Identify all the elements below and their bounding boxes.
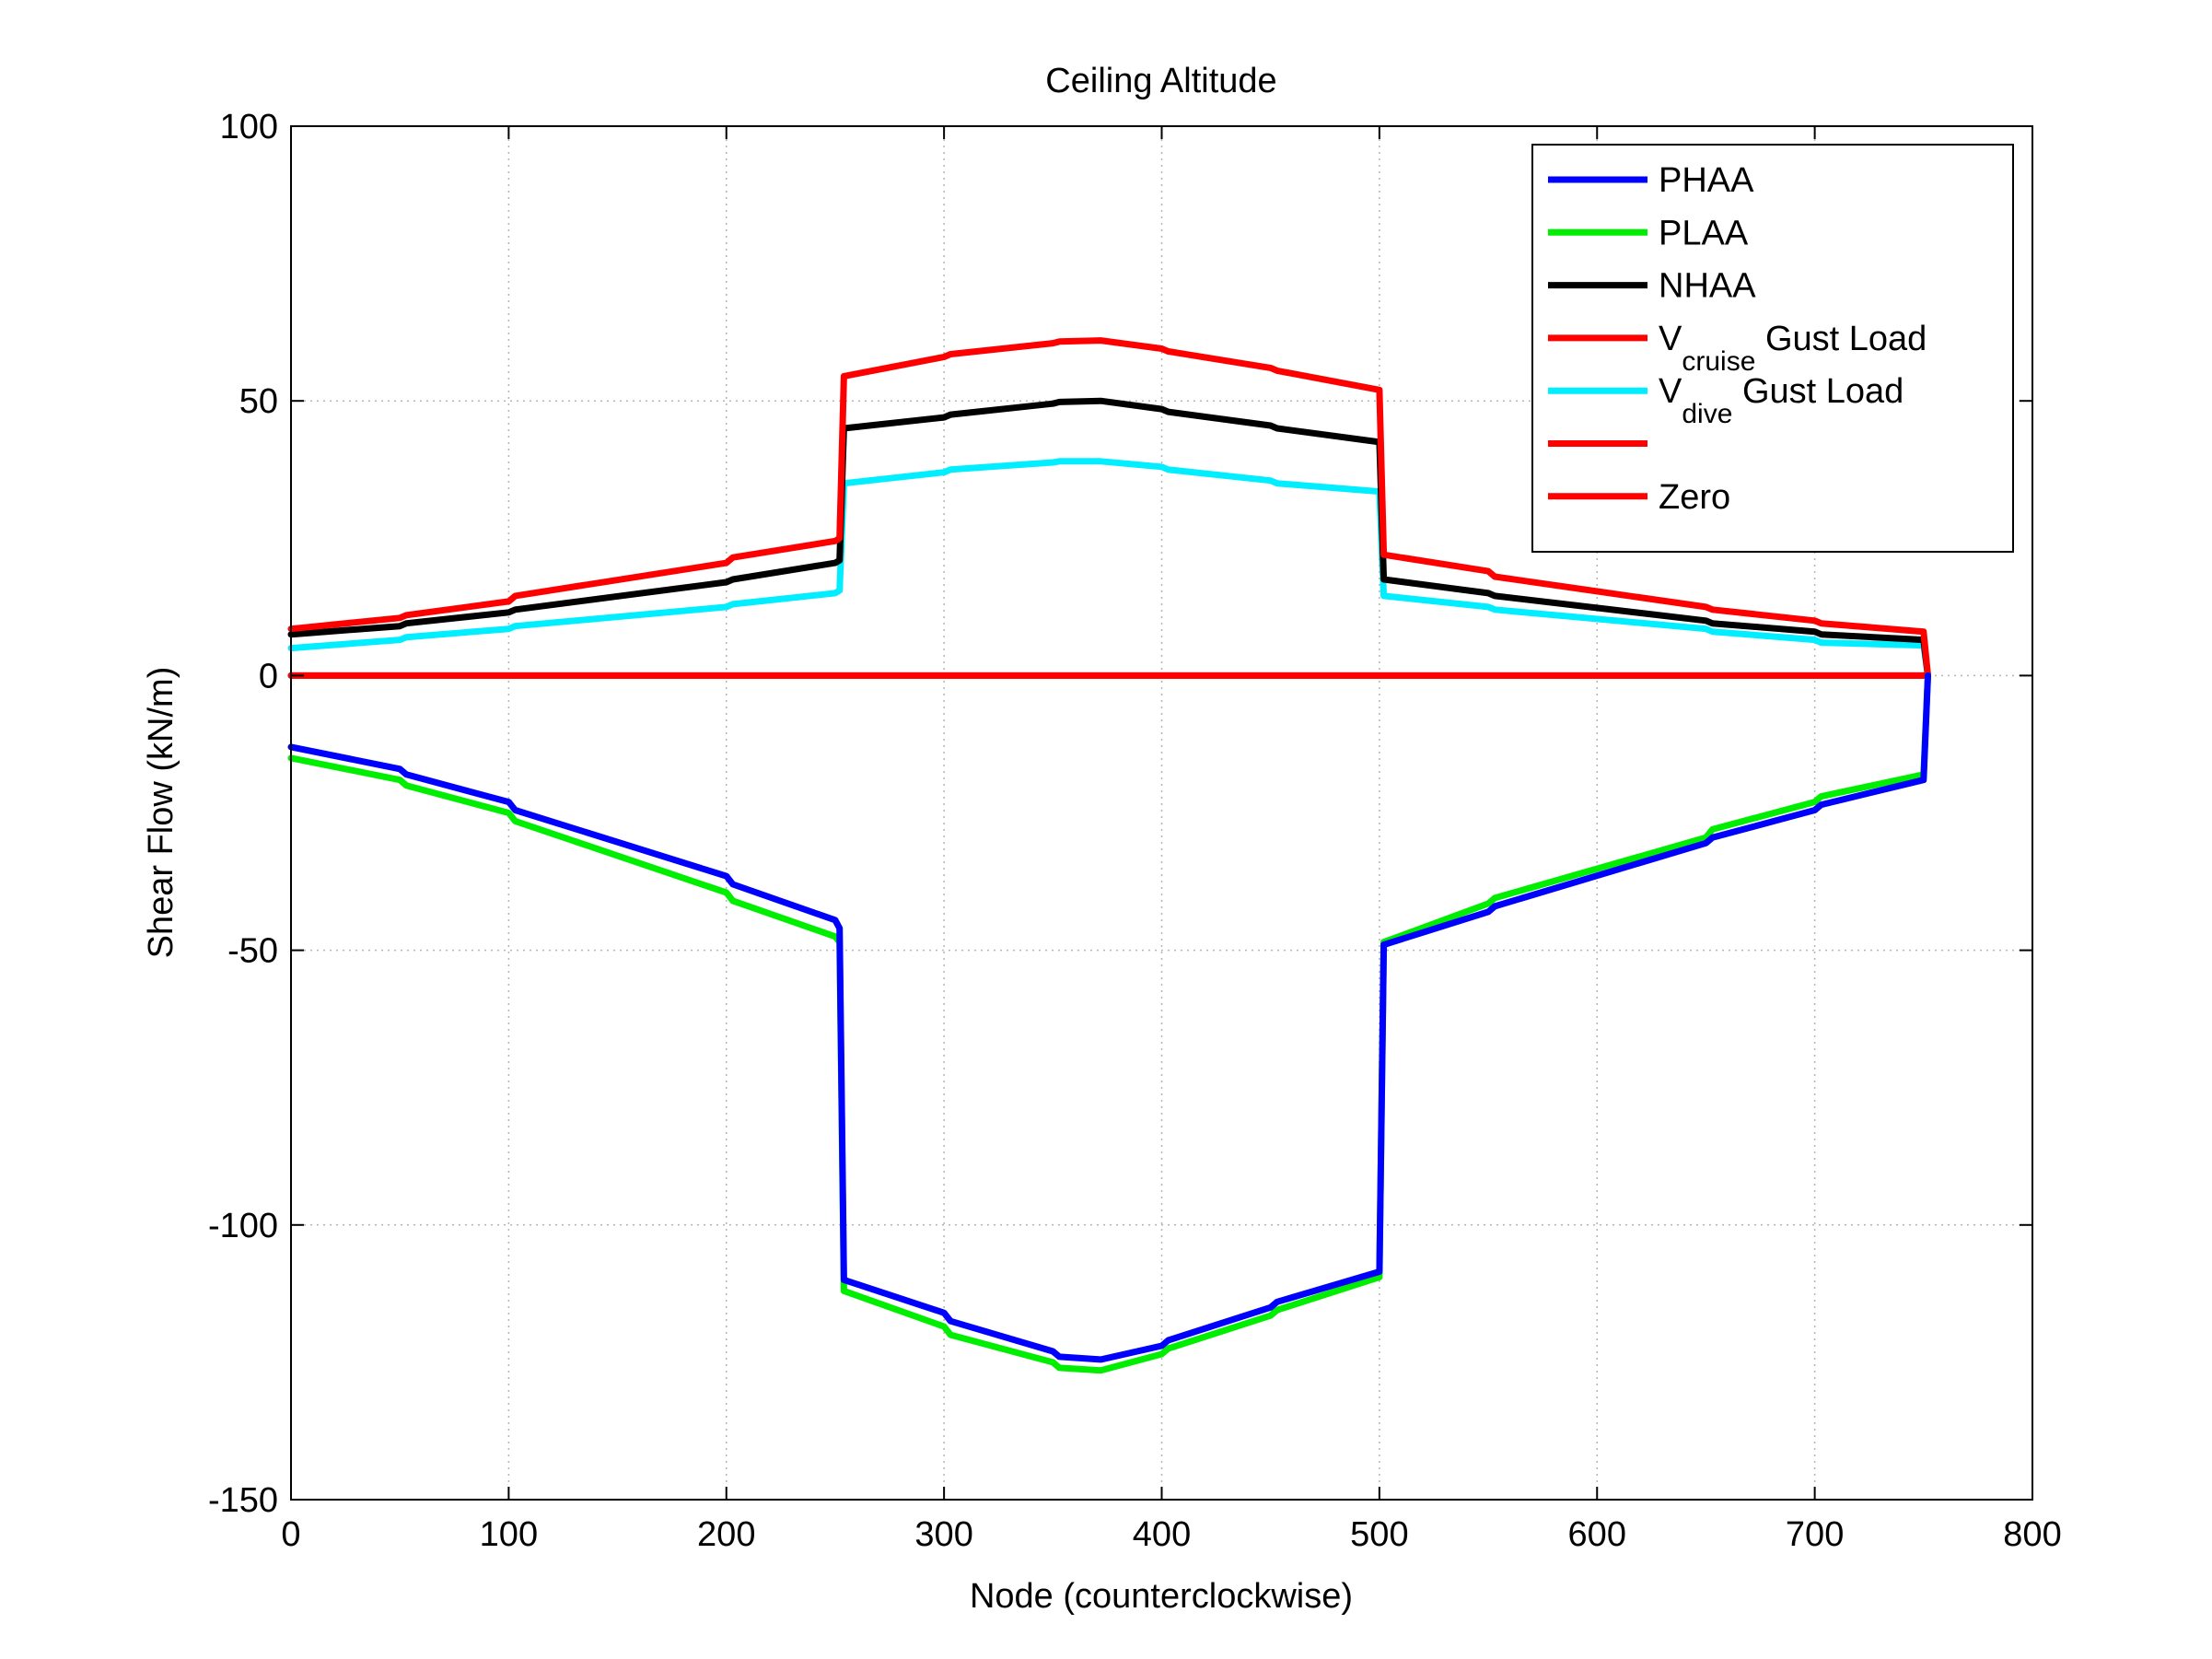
y-tick-label: 0 — [259, 657, 278, 695]
legend-label-main: V — [1659, 372, 1682, 411]
series-line-0 — [287, 672, 1931, 1363]
ticks — [290, 125, 2033, 1501]
legend-label-sub: dive — [1682, 399, 1732, 429]
series-line-2 — [287, 397, 1931, 679]
legend-label-main: Zero — [1659, 478, 1730, 517]
series-line-3 — [287, 337, 1931, 679]
legend-label: PLAA — [1659, 214, 1749, 252]
legend-label: PHAA — [1659, 161, 1754, 200]
legend-label-main: V — [1659, 320, 1682, 358]
legend-label-main: PLAA — [1659, 214, 1749, 252]
x-tick-label: 400 — [1133, 1515, 1191, 1554]
legend-label: Zero — [1659, 478, 1730, 517]
legend-label: Vdive Gust Load — [1659, 372, 1903, 429]
series-line-4 — [287, 458, 1931, 679]
y-tick-label: 100 — [220, 108, 278, 146]
legend-label-main: NHAA — [1659, 267, 1756, 306]
y-tick-label: -100 — [208, 1207, 278, 1245]
x-tick-label: 0 — [281, 1515, 300, 1554]
y-axis-label: Shear Flow (kN/m) — [142, 667, 180, 959]
x-tick-label: 300 — [914, 1515, 972, 1554]
legend-label: NHAA — [1659, 267, 1756, 306]
x-tick-label: 700 — [1786, 1515, 1844, 1554]
x-tick-label: 600 — [1568, 1515, 1626, 1554]
x-tick-label: 500 — [1350, 1515, 1408, 1554]
legend-label-tail: Gust Load — [1755, 320, 1927, 358]
legend-label-tail: Gust Load — [1732, 372, 1903, 411]
series-line-1 — [287, 672, 1931, 1374]
x-tick-label: 200 — [697, 1515, 755, 1554]
series-layer — [287, 337, 1931, 1374]
y-tick-label: -50 — [227, 932, 278, 971]
x-tick-label: 800 — [2003, 1515, 2061, 1554]
y-tick-label: -150 — [208, 1481, 278, 1520]
legend-label-sub: cruise — [1682, 346, 1755, 377]
x-tick-label: 100 — [480, 1515, 538, 1554]
chart-title: Ceiling Altitude — [1045, 62, 1276, 100]
y-tick-label: 50 — [239, 382, 278, 421]
legend-label-main: PHAA — [1659, 161, 1754, 200]
legend-box — [1531, 144, 2014, 553]
x-axis-label: Node (counterclockwise) — [970, 1577, 1353, 1616]
tick-labels: 0 100 200 300 400 500 600 700 800100500-50-100-1… — [208, 108, 2062, 1554]
legend-label: Vcruise Gust Load — [1659, 320, 1927, 377]
